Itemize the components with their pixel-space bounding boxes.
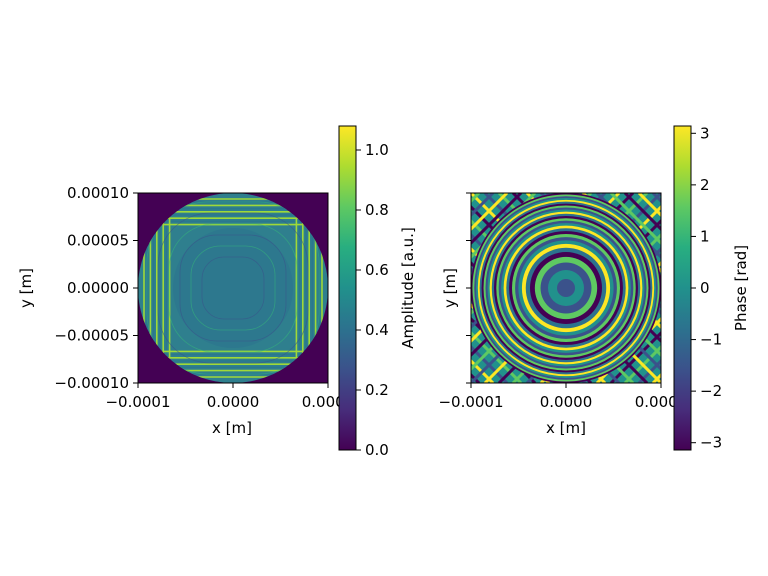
- phase-colorbar-ticks: −3 −2 −1 0 1 2 3: [691, 124, 722, 452]
- phase-colorbar-tick-label: 1: [700, 227, 710, 245]
- phase-diagonal: [651, 193, 661, 204]
- phase-diagonal: [471, 193, 523, 246]
- amplitude-y-ticks: −0.00010 −0.00005 0.00000 0.00005 0.00010: [54, 184, 138, 392]
- phase-y-ticks: [466, 192, 471, 384]
- phase-diagonal: [471, 193, 509, 232]
- amplitude-x-ticks: −0.0001 0.0000 0.0001: [105, 383, 354, 411]
- amplitude-center-region: [173, 228, 293, 348]
- phase-diagonal: [471, 193, 495, 218]
- amplitude-contour: [201, 256, 265, 320]
- phase-x-ticks: −0.0001 0.0000 0.0001: [438, 383, 687, 411]
- phase-colorbar-tick-label: 0: [700, 279, 710, 297]
- amplitude-contour: [146, 201, 320, 375]
- phase-colorbar-bar: [673, 125, 692, 451]
- amplitude-colorbar-tick-label: 0.8: [365, 201, 389, 219]
- amplitude-xtick-label: 0.0000: [207, 393, 260, 411]
- phase-diagonal: [651, 372, 661, 383]
- phase-colorbar-tick-label: −2: [700, 382, 722, 400]
- phase-colorbar: −3 −2 −1 0 1 2 3 Phase [rad]: [673, 124, 750, 452]
- phase-xtick-label: −0.0001: [438, 393, 503, 411]
- phase-panel: −0.0001 0.0000 0.0001 x [m] y [m]: [438, 192, 687, 437]
- amplitude-xtick-label: −0.0001: [105, 393, 170, 411]
- phase-colorbar-tick-label: 3: [700, 124, 710, 142]
- phase-image: [471, 193, 661, 383]
- amplitude-contour: [157, 212, 309, 364]
- amplitude-ytick-label: 0.00000: [67, 279, 129, 297]
- phase-xtick-label: 0.0000: [540, 393, 593, 411]
- phase-diagonal: [471, 358, 495, 383]
- phase-colorbar-tick-label: −1: [700, 331, 722, 349]
- amplitude-contour: [168, 223, 298, 353]
- amplitude-colorbar-label: Amplitude [a.u.]: [399, 227, 417, 349]
- amplitude-xlabel: x [m]: [212, 419, 252, 437]
- amplitude-ylabel: y [m]: [17, 268, 35, 308]
- phase-diagonal: [609, 193, 661, 246]
- amplitude-ytick-label: 0.00010: [67, 184, 129, 202]
- amplitude-image: [138, 193, 328, 383]
- amplitude-colorbar-ticks: 0.0 0.2 0.4 0.6 0.8 1.0: [356, 141, 389, 459]
- amplitude-colorbar-tick-label: 1.0: [365, 141, 389, 159]
- amplitude-colorbar-bar: [338, 125, 357, 451]
- phase-rings: [471, 193, 661, 383]
- phase-xlabel: x [m]: [546, 419, 586, 437]
- phase-diagonal: [623, 193, 661, 232]
- amplitude-ytick-label: −0.00010: [54, 374, 129, 392]
- amplitude-colorbar: 0.0 0.2 0.4 0.6 0.8 1.0 Amplitude [a.u.]: [338, 125, 417, 459]
- phase-center: [557, 279, 575, 297]
- amplitude-contour: [179, 234, 287, 342]
- amplitude-colorbar-tick-label: 0.0: [365, 441, 389, 459]
- phase-ylabel: y [m]: [441, 268, 459, 308]
- amplitude-panel: −0.0001 0.0000 0.0001 −0.00010−0.000050.00…: [17, 184, 354, 437]
- phase-colorbar-tick-label: −3: [700, 434, 722, 452]
- phase-colorbar-label: Phase [rad]: [732, 245, 750, 331]
- amplitude-colorbar-tick-label: 0.4: [365, 321, 389, 339]
- amplitude-colorbar-tick-label: 0.6: [365, 261, 389, 279]
- amplitude-contour: [190, 245, 276, 331]
- amplitude-ytick-label: −0.00005: [54, 327, 129, 345]
- phase-colorbar-tick-label: 2: [700, 176, 710, 194]
- amplitude-colorbar-tick-label: 0.2: [365, 381, 389, 399]
- amplitude-ytick-label: 0.00005: [67, 232, 129, 250]
